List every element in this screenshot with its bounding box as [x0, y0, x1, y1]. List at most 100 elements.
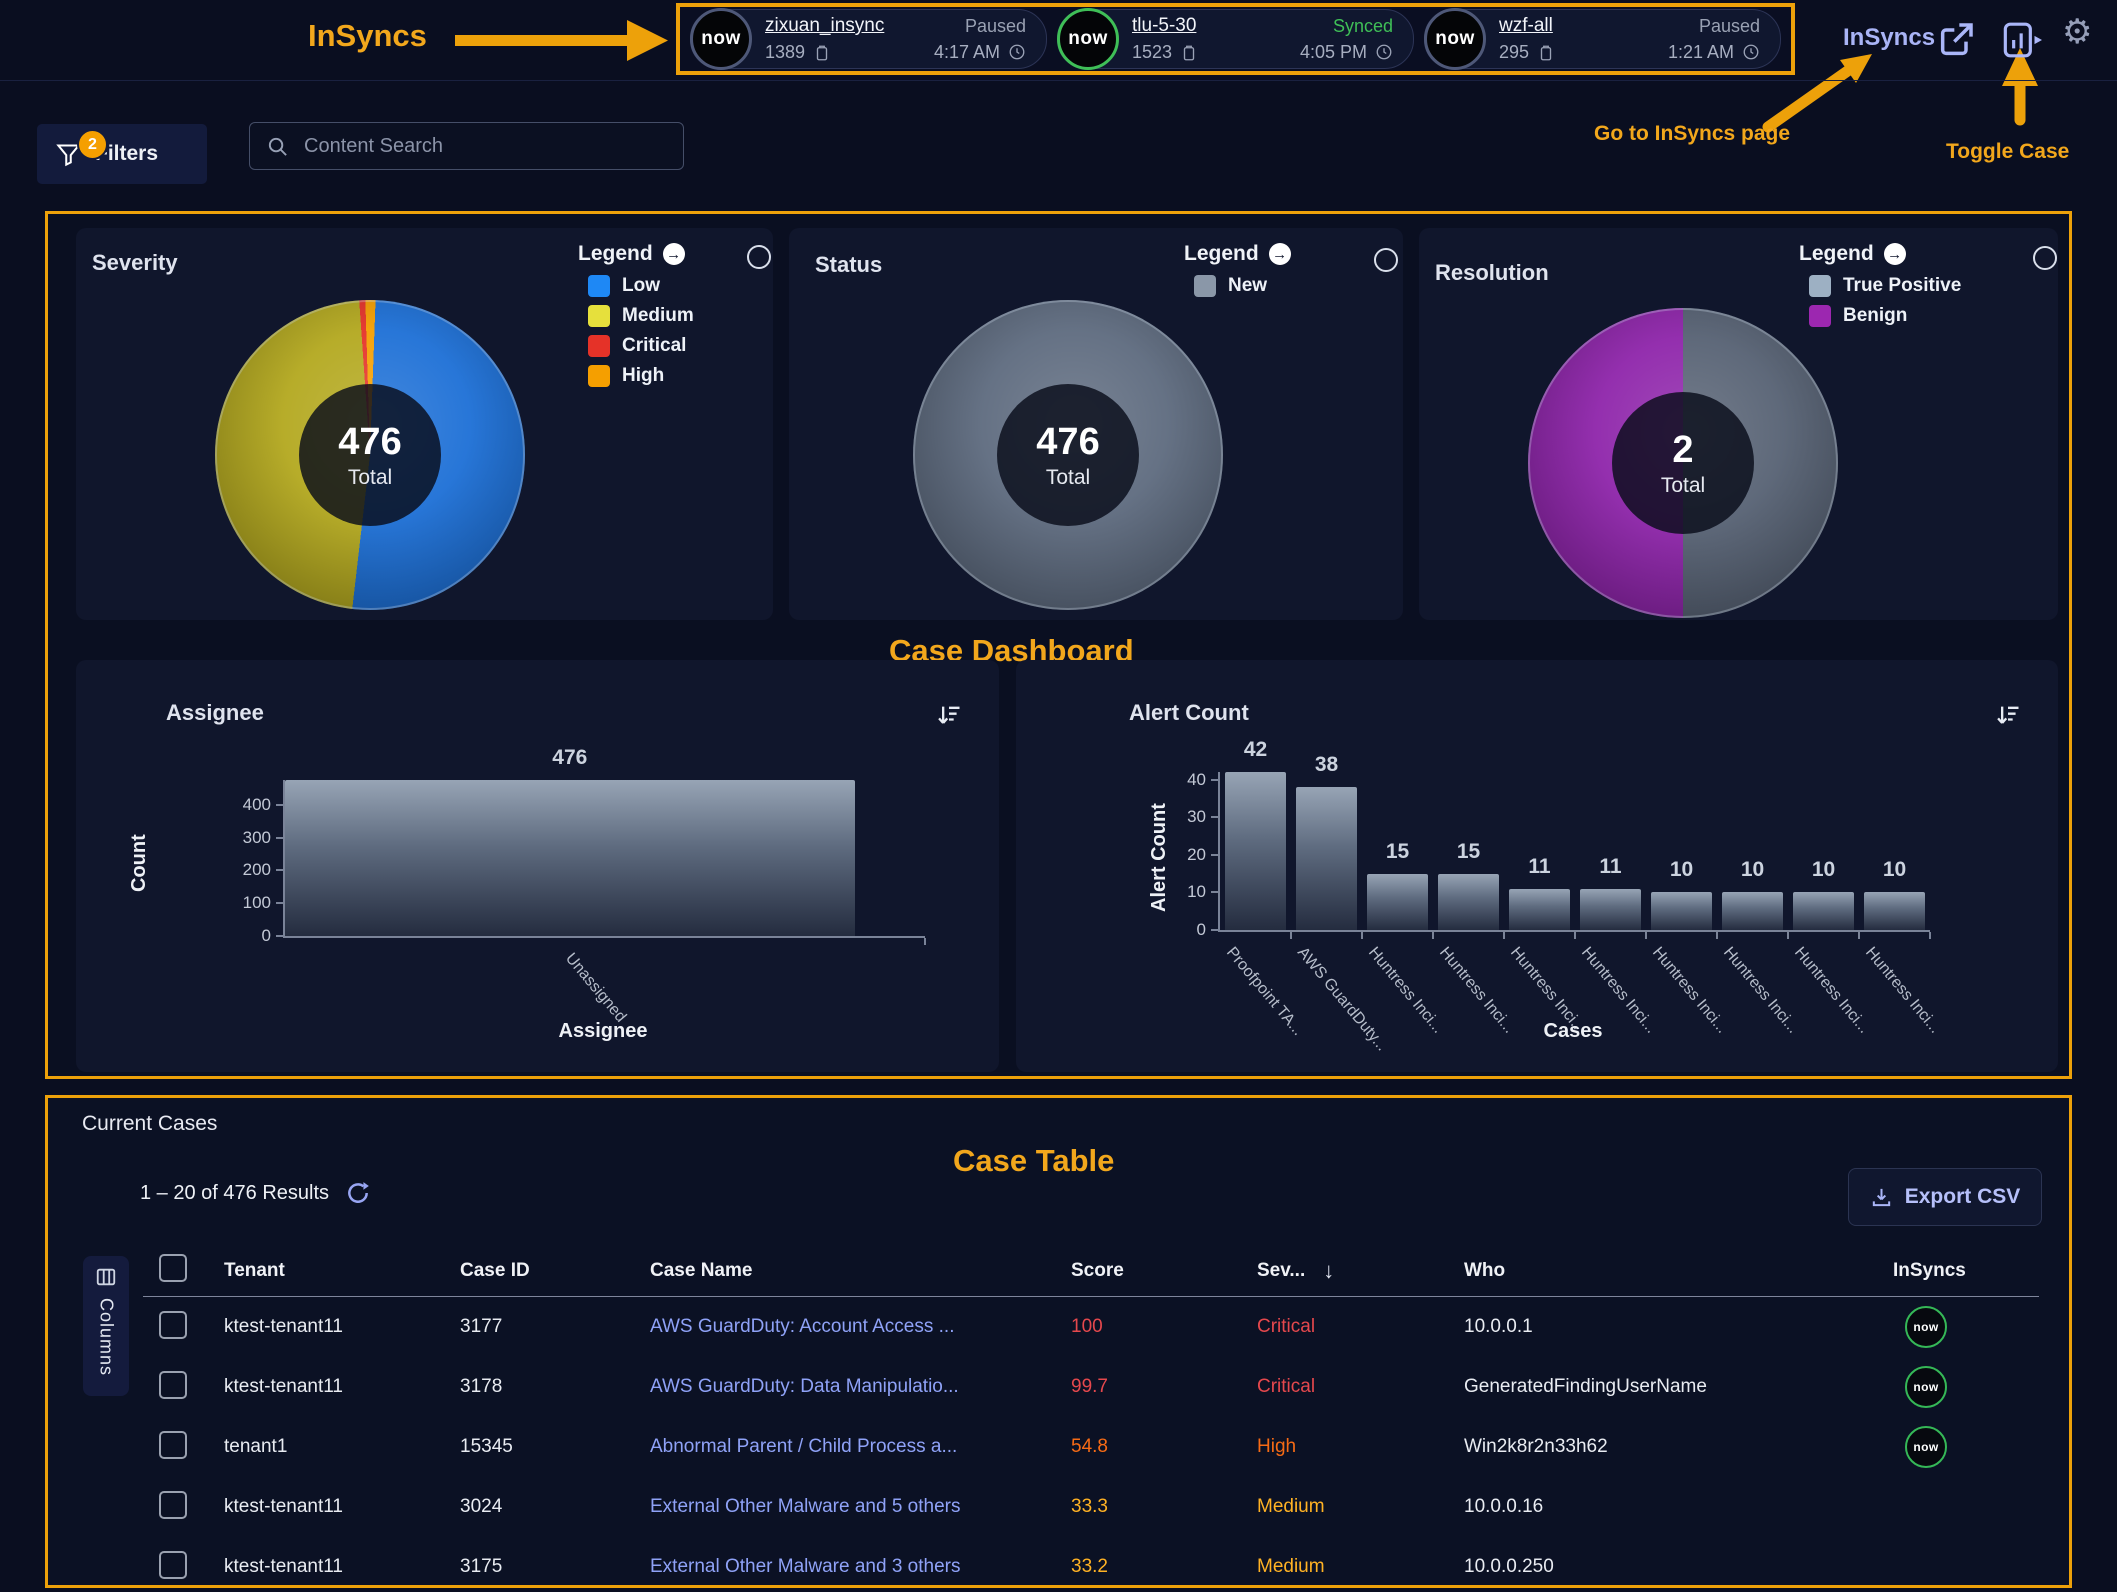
bar-huntress-inci-[interactable] — [1579, 888, 1642, 930]
results-text: 1 – 20 of 476 Results — [140, 1181, 330, 1204]
status-chart-title: Status — [815, 252, 883, 277]
external-link-icon[interactable] — [1936, 20, 1976, 60]
header-divider — [0, 80, 2117, 81]
cell-case-name-link[interactable]: External Other Malware and 3 others — [650, 1556, 961, 1577]
header-insyncs[interactable]: InSyncs — [1893, 1260, 1966, 1281]
insyncs-nav-link[interactable]: InSyncs — [1843, 24, 1936, 51]
bar-aws-guardduty-[interactable] — [1295, 787, 1358, 930]
row-checkbox[interactable] — [159, 1310, 187, 1339]
table-row[interactable]: tenant1 15345 Abnormal Parent / Child Pr… — [143, 1417, 2039, 1477]
select-all-checkbox[interactable] — [159, 1254, 187, 1282]
header-tenant[interactable]: Tenant — [224, 1260, 285, 1281]
servicenow-sync-icon[interactable]: now — [1905, 1366, 1947, 1408]
status-pie-chart[interactable]: 476 Total — [913, 300, 1223, 610]
insync-status: Synced — [1332, 15, 1393, 36]
legend-expand-icon[interactable]: → — [1883, 243, 1906, 265]
insync-name-link[interactable]: zixuan_insync — [765, 15, 885, 36]
row-checkbox[interactable] — [159, 1370, 187, 1399]
bar-huntress-inci-[interactable] — [1366, 873, 1429, 930]
content-search-input[interactable] — [302, 133, 667, 159]
sort-arrow-icon[interactable]: ↓ — [1323, 1258, 1335, 1283]
bar-huntress-inci-[interactable] — [1508, 888, 1571, 930]
header-case-name[interactable]: Case Name — [650, 1260, 753, 1281]
table-row[interactable]: ktest-tenant11 3178 AWS GuardDuty: Data … — [143, 1357, 2039, 1417]
assignee-y-axis-label: Count — [128, 834, 150, 892]
insync-count: 1389 — [765, 42, 806, 62]
resolution-radio-button[interactable] — [2033, 246, 2057, 270]
case-table-body: ktest-tenant11 3177 AWS GuardDuty: Accou… — [143, 1297, 2039, 1585]
insync-pill[interactable]: now tlu-5-30 1523 Synced 4:05 PM — [1057, 8, 1414, 70]
toggle-case-panel-icon[interactable] — [2000, 20, 2044, 60]
severity-radio-button[interactable] — [747, 245, 771, 269]
gear-icon[interactable]: ⚙ — [2062, 13, 2093, 51]
table-row[interactable]: ktest-tenant11 3175 External Other Malwa… — [143, 1537, 2039, 1585]
assignee-chart-title: Assignee — [166, 700, 264, 725]
header-case-id[interactable]: Case ID — [460, 1260, 530, 1281]
clipboard-icon — [1540, 45, 1552, 60]
bar-value-label: 11 — [1528, 854, 1551, 878]
cell-case-id: 3177 — [460, 1316, 503, 1337]
table-row[interactable]: ktest-tenant11 3024 External Other Malwa… — [143, 1477, 2039, 1537]
status-radio-button[interactable] — [1374, 248, 1398, 272]
bar-huntress-inci-[interactable] — [1863, 892, 1926, 930]
clock-icon — [1376, 44, 1392, 60]
legend-item[interactable]: True Positive — [1809, 275, 1961, 297]
table-row[interactable]: ktest-tenant11 3177 AWS GuardDuty: Accou… — [143, 1297, 2039, 1357]
insync-name-link[interactable]: wzf-all — [1499, 15, 1553, 36]
content-search-box[interactable] — [249, 122, 684, 170]
servicenow-sync-icon[interactable]: now — [1905, 1306, 1947, 1348]
refresh-icon[interactable] — [345, 1180, 371, 1206]
legend-item[interactable]: Critical — [588, 335, 694, 357]
columns-button[interactable]: Columns — [83, 1256, 129, 1396]
clock-icon — [1743, 44, 1759, 60]
header-score[interactable]: Score — [1071, 1260, 1124, 1281]
insync-name-link[interactable]: tlu-5-30 — [1132, 15, 1197, 36]
legend-item[interactable]: Medium — [588, 305, 694, 327]
header-who[interactable]: Who — [1464, 1260, 1506, 1281]
header-severity[interactable]: Sev... — [1257, 1260, 1306, 1281]
bar-value-label: 476 — [552, 746, 588, 769]
legend-expand-icon[interactable]: → — [662, 243, 685, 265]
insync-status-bar: now zixuan_insync 1389 Paused 4:17 AM — [676, 3, 1795, 75]
resolution-pie-chart[interactable]: 2 Total — [1528, 308, 1838, 618]
cell-who: Win2k8r2n33h62 — [1464, 1436, 1608, 1457]
servicenow-logo-icon: now — [1057, 8, 1119, 70]
bar-value-label: 15 — [1456, 839, 1481, 863]
servicenow-sync-icon[interactable]: now — [1905, 1426, 1947, 1468]
x-axis-category-label: Unassigned — [561, 950, 630, 1026]
cell-case-name-link[interactable]: AWS GuardDuty: Data Manipulatio... — [650, 1376, 959, 1397]
insync-pill[interactable]: now wzf-all 295 Paused 1:21 AM — [1424, 8, 1781, 70]
cell-case-name-link[interactable]: External Other Malware and 5 others — [650, 1496, 961, 1517]
row-checkbox[interactable] — [159, 1490, 187, 1519]
y-axis-tick-label: 100 — [242, 893, 271, 913]
case-table-annotation: Case Table — [953, 1143, 1115, 1178]
severity-pie-chart[interactable]: 476 Total — [215, 300, 525, 610]
y-axis-tick-label: 20 — [1187, 844, 1206, 864]
cell-case-name-link[interactable]: AWS GuardDuty: Account Access ... — [650, 1316, 955, 1337]
sort-descending-icon[interactable] — [935, 702, 963, 730]
bar-unassigned[interactable] — [285, 780, 855, 936]
row-checkbox[interactable] — [159, 1550, 187, 1579]
resolution-total-value: 2 — [1672, 428, 1694, 471]
row-checkbox[interactable] — [159, 1430, 187, 1459]
legend-expand-icon[interactable]: → — [1268, 243, 1291, 265]
insync-pill[interactable]: now zixuan_insync 1389 Paused 4:17 AM — [690, 8, 1047, 70]
legend-swatch — [588, 275, 610, 297]
cell-case-name-link[interactable]: Abnormal Parent / Child Process a... — [650, 1436, 958, 1457]
bar-huntress-inci-[interactable] — [1792, 892, 1855, 930]
export-csv-button[interactable]: Export CSV — [1848, 1168, 2042, 1226]
legend-item[interactable]: Benign — [1809, 305, 1961, 327]
legend-item[interactable]: Low — [588, 275, 694, 297]
bar-huntress-inci-[interactable] — [1650, 892, 1713, 930]
bar-huntress-inci-[interactable] — [1437, 873, 1500, 930]
bar-proofpoint-ta-[interactable] — [1224, 772, 1287, 930]
legend-item[interactable]: High — [588, 365, 694, 387]
clipboard-icon — [1183, 45, 1195, 60]
legend-swatch — [1194, 275, 1216, 297]
y-axis-tick-label: 300 — [242, 827, 271, 847]
sort-descending-icon[interactable] — [1994, 702, 2022, 730]
insyncs-callout-label: InSyncs — [308, 18, 427, 53]
legend-item[interactable]: New — [1194, 275, 1291, 297]
bar-huntress-inci-[interactable] — [1721, 892, 1784, 930]
filters-button[interactable]: Filters 2 — [37, 124, 207, 184]
